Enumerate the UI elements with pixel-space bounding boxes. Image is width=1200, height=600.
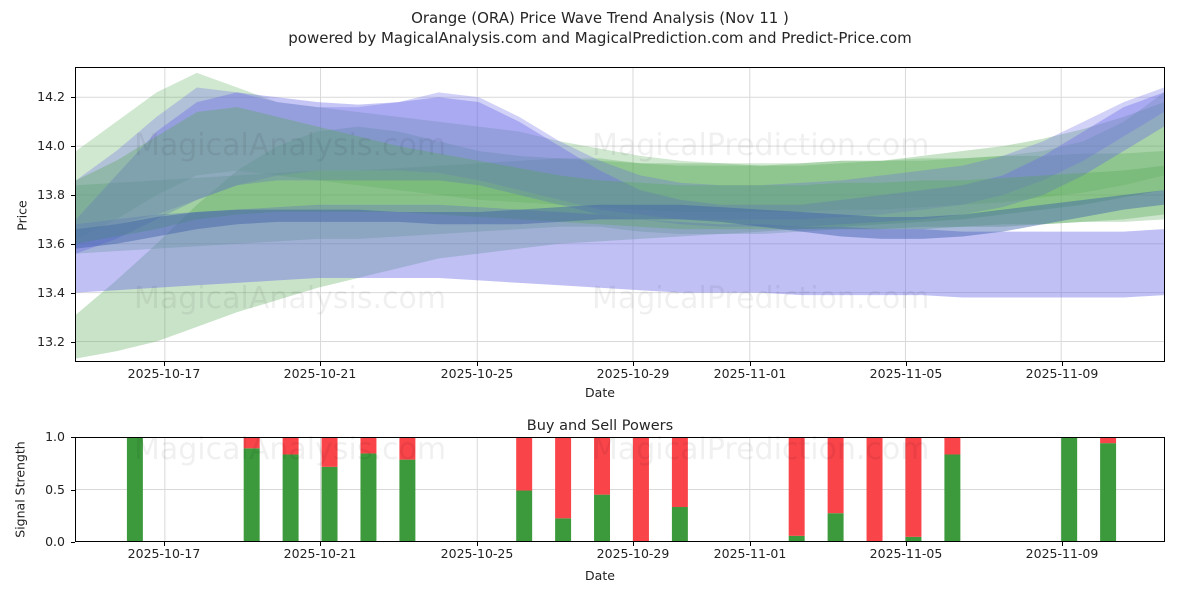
bar-sell-11 bbox=[789, 438, 805, 536]
price-chart-xaxis-title: Date bbox=[550, 385, 650, 400]
price-xtick-label-6: 2025-11-09 bbox=[1007, 366, 1117, 381]
price-xtick-label-2: 2025-10-25 bbox=[422, 366, 532, 381]
bar-buy-15 bbox=[944, 454, 960, 541]
bar-buy-1 bbox=[244, 448, 260, 541]
price-ytick-mark-5 bbox=[71, 97, 75, 98]
bar-buy-14 bbox=[905, 537, 921, 541]
bar-sell-2 bbox=[283, 438, 299, 454]
bar-sell-14 bbox=[905, 438, 921, 537]
signal-xtick-label-3: 2025-10-29 bbox=[578, 546, 688, 561]
bar-sell-12 bbox=[828, 438, 844, 513]
price-xtick-label-4: 2025-11-01 bbox=[695, 366, 805, 381]
price-xtick-mark-6 bbox=[1062, 362, 1063, 366]
price-ytick-mark-4 bbox=[71, 146, 75, 147]
price-wave-chart-panel bbox=[75, 67, 1165, 362]
price-xtick-mark-1 bbox=[320, 362, 321, 366]
bar-buy-2 bbox=[283, 454, 299, 541]
signal-chart-yaxis-title: Signal Strength bbox=[13, 435, 28, 545]
signal-ytick-mark-0 bbox=[71, 542, 75, 543]
bar-sell-10 bbox=[672, 438, 688, 507]
bar-buy-5 bbox=[399, 460, 415, 541]
signal-xtick-label-0: 2025-10-17 bbox=[109, 546, 219, 561]
bar-sell-3 bbox=[322, 438, 338, 467]
bar-sell-4 bbox=[360, 438, 376, 453]
bar-buy-7 bbox=[555, 518, 571, 541]
bar-sell-1 bbox=[244, 438, 260, 448]
signal-xtick-mark-0 bbox=[164, 542, 165, 546]
bar-buy-12 bbox=[828, 513, 844, 541]
bar-buy-6 bbox=[516, 491, 532, 541]
price-xtick-mark-2 bbox=[477, 362, 478, 366]
signal-xtick-mark-6 bbox=[1062, 542, 1063, 546]
bar-sell-8 bbox=[594, 438, 610, 495]
price-ytick-label-0: 13.2 bbox=[5, 334, 65, 349]
bar-sell-13 bbox=[867, 438, 883, 541]
price-ytick-mark-2 bbox=[71, 244, 75, 245]
price-xtick-mark-0 bbox=[164, 362, 165, 366]
bar-buy-10 bbox=[672, 507, 688, 541]
buy-sell-chart-panel bbox=[75, 437, 1165, 542]
signal-xtick-mark-2 bbox=[477, 542, 478, 546]
bar-buy-8 bbox=[594, 495, 610, 541]
bar-sell-7 bbox=[555, 438, 571, 518]
bar-sell-9 bbox=[633, 438, 649, 541]
signal-xtick-label-4: 2025-11-01 bbox=[695, 546, 805, 561]
bar-sell-5 bbox=[399, 438, 415, 460]
buy-sell-bars bbox=[76, 438, 1164, 541]
price-xtick-label-3: 2025-10-29 bbox=[578, 366, 688, 381]
signal-xtick-label-6: 2025-11-09 bbox=[1007, 546, 1117, 561]
bar-buy-16 bbox=[1061, 438, 1077, 541]
price-ytick-mark-0 bbox=[71, 342, 75, 343]
bar-buy-11 bbox=[789, 536, 805, 541]
bar-buy-4 bbox=[360, 453, 376, 541]
price-wave-bands bbox=[76, 68, 1164, 361]
page-title: Orange (ORA) Price Wave Trend Analysis (… bbox=[0, 8, 1200, 28]
price-ytick-label-1: 13.4 bbox=[5, 285, 65, 300]
bar-sell-15 bbox=[944, 438, 960, 454]
bar-buy-3 bbox=[322, 467, 338, 541]
signal-xtick-mark-5 bbox=[906, 542, 907, 546]
price-ytick-mark-3 bbox=[71, 195, 75, 196]
signal-ytick-mark-1 bbox=[71, 490, 75, 491]
signal-xtick-mark-4 bbox=[750, 542, 751, 546]
signal-xtick-label-1: 2025-10-21 bbox=[265, 546, 375, 561]
bar-sell-6 bbox=[516, 438, 532, 491]
bar-buy-17 bbox=[1100, 443, 1116, 541]
signal-ytick-mark-2 bbox=[71, 437, 75, 438]
price-ytick-mark-1 bbox=[71, 293, 75, 294]
bar-sell-17 bbox=[1100, 438, 1116, 443]
signal-xtick-label-5: 2025-11-05 bbox=[851, 546, 961, 561]
price-xtick-mark-5 bbox=[906, 362, 907, 366]
signal-xtick-mark-1 bbox=[320, 542, 321, 546]
price-ytick-label-5: 14.2 bbox=[5, 89, 65, 104]
title-block: Orange (ORA) Price Wave Trend Analysis (… bbox=[0, 8, 1200, 48]
price-xtick-mark-3 bbox=[633, 362, 634, 366]
price-xtick-label-1: 2025-10-21 bbox=[265, 366, 375, 381]
buy-sell-chart-title: Buy and Sell Powers bbox=[0, 418, 1200, 434]
price-xtick-label-0: 2025-10-17 bbox=[109, 366, 219, 381]
price-ytick-label-4: 14.0 bbox=[5, 138, 65, 153]
signal-chart-xaxis-title: Date bbox=[550, 568, 650, 583]
chart-page: Orange (ORA) Price Wave Trend Analysis (… bbox=[0, 0, 1200, 600]
price-chart-yaxis-title: Price bbox=[15, 186, 30, 246]
page-subtitle: powered by MagicalAnalysis.com and Magic… bbox=[0, 28, 1200, 48]
signal-xtick-mark-3 bbox=[633, 542, 634, 546]
price-xtick-mark-4 bbox=[750, 362, 751, 366]
bar-buy-0 bbox=[127, 438, 143, 541]
price-xtick-label-5: 2025-11-05 bbox=[851, 366, 961, 381]
signal-xtick-label-2: 2025-10-25 bbox=[422, 546, 532, 561]
